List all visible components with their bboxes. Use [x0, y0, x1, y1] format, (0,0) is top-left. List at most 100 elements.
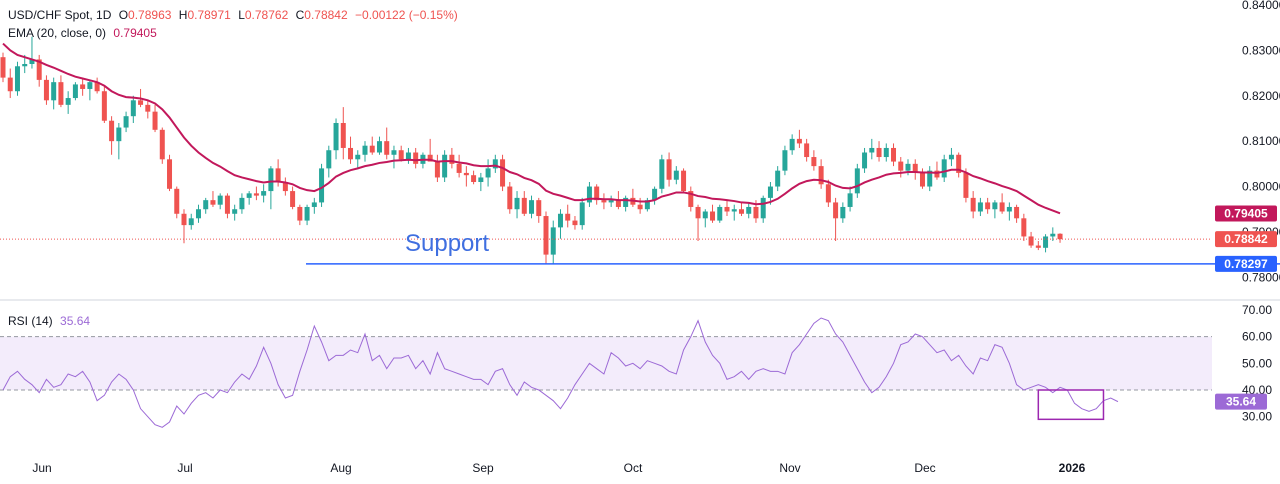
candle-body — [883, 147, 889, 158]
rsi-tick-label: 50.00 — [1242, 356, 1272, 370]
ema-legend[interactable]: EMA (20, close, 0) 0.79405 — [8, 26, 161, 40]
ema-value: 0.79405 — [113, 26, 157, 40]
candle-body — [652, 188, 658, 201]
candle-body — [203, 200, 209, 210]
candle-body — [825, 184, 831, 203]
candle-body — [434, 161, 440, 178]
candle-body — [333, 123, 339, 151]
ema-line — [2, 42, 1061, 215]
candle-body — [188, 218, 194, 226]
candle-body — [174, 188, 180, 214]
candle-body — [1050, 233, 1056, 237]
candle-body — [246, 193, 252, 198]
candle-body — [471, 175, 477, 182]
candle-body — [876, 147, 882, 158]
candle-body — [51, 82, 57, 101]
candle-body — [659, 159, 665, 189]
candle-body — [514, 197, 520, 210]
candle-body — [992, 202, 998, 210]
symbol-legend[interactable]: USD/CHF Spot, 1D O0.78963 H0.78971 L0.78… — [8, 8, 462, 22]
candle-body — [927, 170, 933, 187]
candle-body — [181, 213, 187, 226]
rsi-tag — [1215, 393, 1267, 410]
candle-body — [1014, 206, 1020, 219]
time-tick-label: Jun — [32, 461, 51, 475]
close-value: 0.78842 — [304, 8, 348, 22]
candle-body — [43, 79, 49, 101]
candle-body — [948, 154, 954, 160]
candle-body — [869, 147, 875, 153]
candle-body — [376, 141, 382, 153]
candle-body — [681, 170, 687, 192]
candle-body — [919, 172, 925, 187]
time-tick-label: Oct — [624, 461, 643, 475]
candle-body — [970, 197, 976, 212]
candle-body — [405, 152, 411, 160]
candle-body — [891, 147, 897, 162]
candle-body — [1035, 245, 1041, 248]
candle-body — [985, 202, 991, 210]
candle-body — [738, 209, 744, 214]
candle-body — [833, 202, 839, 219]
candle-body — [1028, 236, 1034, 246]
candle-body — [673, 170, 679, 180]
candle-body — [311, 202, 317, 207]
candle-body — [109, 120, 115, 142]
candle-body — [36, 59, 42, 80]
candle-body — [796, 138, 802, 144]
time-axis[interactable]: Jun Jul Aug Sep Oct Nov Dec 2026 — [32, 461, 1085, 475]
candle-body — [804, 143, 810, 158]
price-tag — [1215, 205, 1277, 222]
candle-body — [731, 209, 737, 212]
candle-body — [152, 111, 158, 130]
rsi-line — [2, 317, 1119, 428]
candle-body — [941, 159, 947, 178]
candle-body — [1043, 236, 1049, 248]
candle-body — [101, 91, 107, 121]
candle-body — [717, 206, 723, 221]
candle-body — [116, 127, 122, 142]
candle-body — [348, 147, 354, 160]
open-value: 0.78963 — [128, 8, 172, 22]
price-tag-label: 0.78842 — [1224, 232, 1268, 246]
price-pane: Support — [0, 36, 1280, 265]
candle-body — [261, 191, 267, 196]
candle-body — [1057, 233, 1063, 240]
candle-body — [58, 82, 64, 105]
candle-body — [586, 186, 592, 203]
candle-body — [167, 159, 173, 189]
rsi-tick-label: 30.00 — [1242, 410, 1272, 424]
rsi-legend[interactable]: RSI (14) 35.64 — [8, 314, 94, 328]
candle-body — [232, 209, 238, 214]
candle-body — [65, 98, 71, 105]
candle-body — [767, 186, 773, 198]
change-value: −0.00122 (−0.15%) — [355, 8, 458, 22]
candle-body — [326, 150, 332, 169]
price-axis[interactable]: 0.840000.830000.820000.810000.800000.790… — [1215, 0, 1280, 284]
candle-body — [87, 82, 93, 89]
candle-body — [290, 191, 296, 207]
candle-body — [521, 197, 527, 214]
candle-body — [14, 66, 20, 92]
candle-body — [601, 200, 607, 203]
candle-body — [847, 193, 853, 207]
candle-body — [623, 197, 629, 207]
rsi-tick-label: 40.00 — [1242, 383, 1272, 397]
symbol-title: USD/CHF Spot, 1D — [8, 8, 112, 22]
candle-body — [449, 154, 455, 164]
candle-body — [224, 195, 230, 214]
rsi-highlight-box — [1037, 389, 1105, 421]
candle-body — [565, 213, 571, 221]
price-tag-label: 0.78297 — [1224, 257, 1268, 271]
candle-body — [782, 150, 788, 171]
open-label: O — [118, 8, 129, 22]
candle-body — [138, 100, 144, 105]
candle-body — [29, 59, 35, 64]
candle-body — [282, 182, 288, 192]
candle-body — [637, 204, 643, 210]
